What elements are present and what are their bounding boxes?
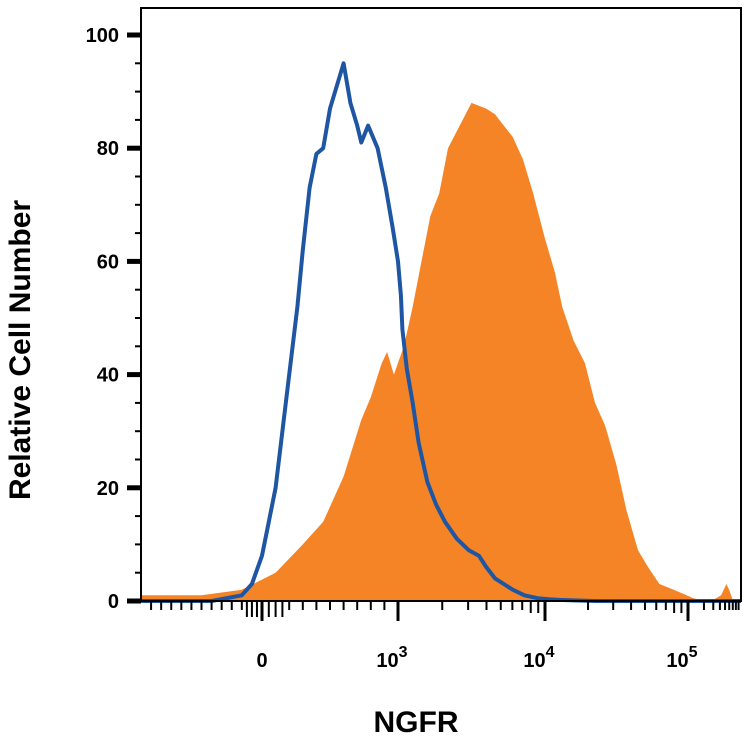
y-tick-label: 100: [86, 25, 119, 47]
labels-layer: 0 20 40 60 80 100 0 103 104 105: [86, 25, 698, 672]
histogram-area-1: [141, 102, 734, 602]
x-tick-label: 105: [666, 644, 697, 672]
x-tick-label: 0: [256, 650, 267, 672]
plot-frame: [140, 7, 742, 602]
axes-layer: [127, 7, 742, 621]
y-tick-label: 0: [108, 591, 119, 613]
series-layer: [141, 61, 741, 603]
x-tick-label: 104: [523, 644, 554, 672]
x-tick-label: 103: [376, 644, 407, 672]
y-tick-label: 60: [97, 251, 119, 273]
y-tick-label: 40: [97, 365, 119, 387]
x-axis-title: NGFR: [374, 706, 459, 739]
y-axis-title: Relative Cell Number: [4, 200, 37, 500]
y-tick-label: 80: [97, 138, 119, 160]
y-tick-label: 20: [97, 478, 119, 500]
